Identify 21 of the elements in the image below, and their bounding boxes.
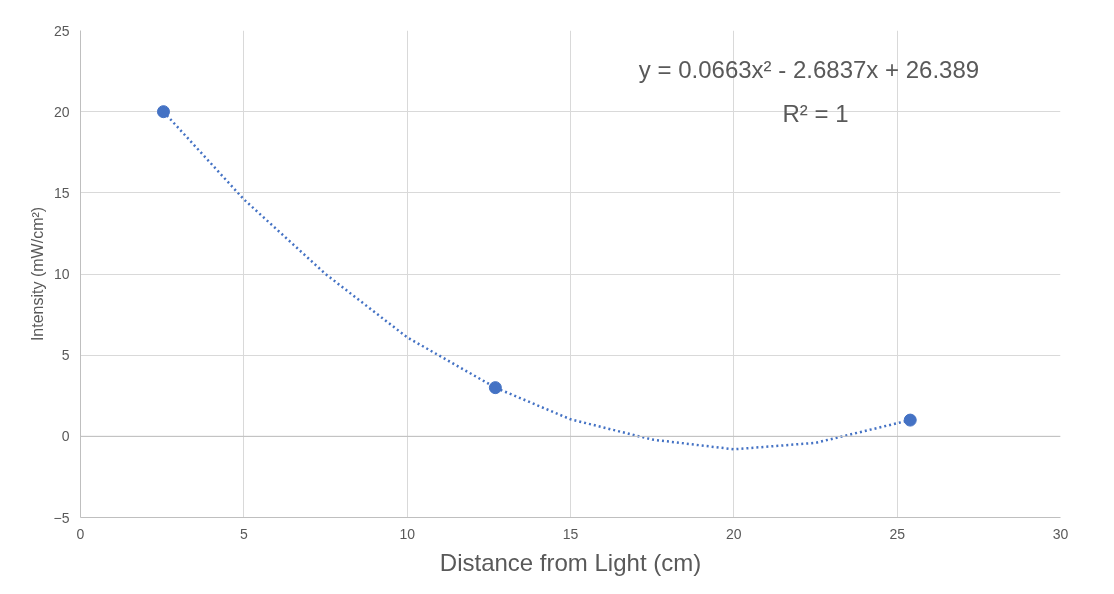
point: [156, 105, 170, 119]
x-tick-label: 20: [726, 525, 742, 542]
point: [903, 413, 917, 427]
x-tick-label: 30: [1052, 525, 1069, 542]
annotation: R² = 1: [782, 99, 849, 127]
point: [488, 381, 502, 395]
y-tick-label: 10: [53, 266, 70, 282]
y-axis-title: Intensity (mW/cm²): [28, 206, 46, 342]
x-tick-label: 0: [76, 525, 85, 542]
y-tick-label: 25: [53, 22, 70, 39]
y-tick-label: −5: [53, 509, 70, 526]
y-tick-label: 20: [53, 103, 70, 120]
x-tick-label: 5: [239, 525, 248, 542]
x-tick-label: 25: [889, 525, 906, 542]
y-tick-label: 15: [53, 184, 70, 201]
x-tick-label: 15: [562, 525, 579, 542]
annotation: y = 0.0663x² - 2.6837x + 26.389: [638, 55, 980, 83]
y-tick-label: 5: [61, 347, 70, 364]
x-axis-title: Distance from Light (cm): [439, 548, 702, 576]
y-tick-label: 0: [61, 428, 70, 445]
x-tick-label: 10: [399, 525, 416, 542]
